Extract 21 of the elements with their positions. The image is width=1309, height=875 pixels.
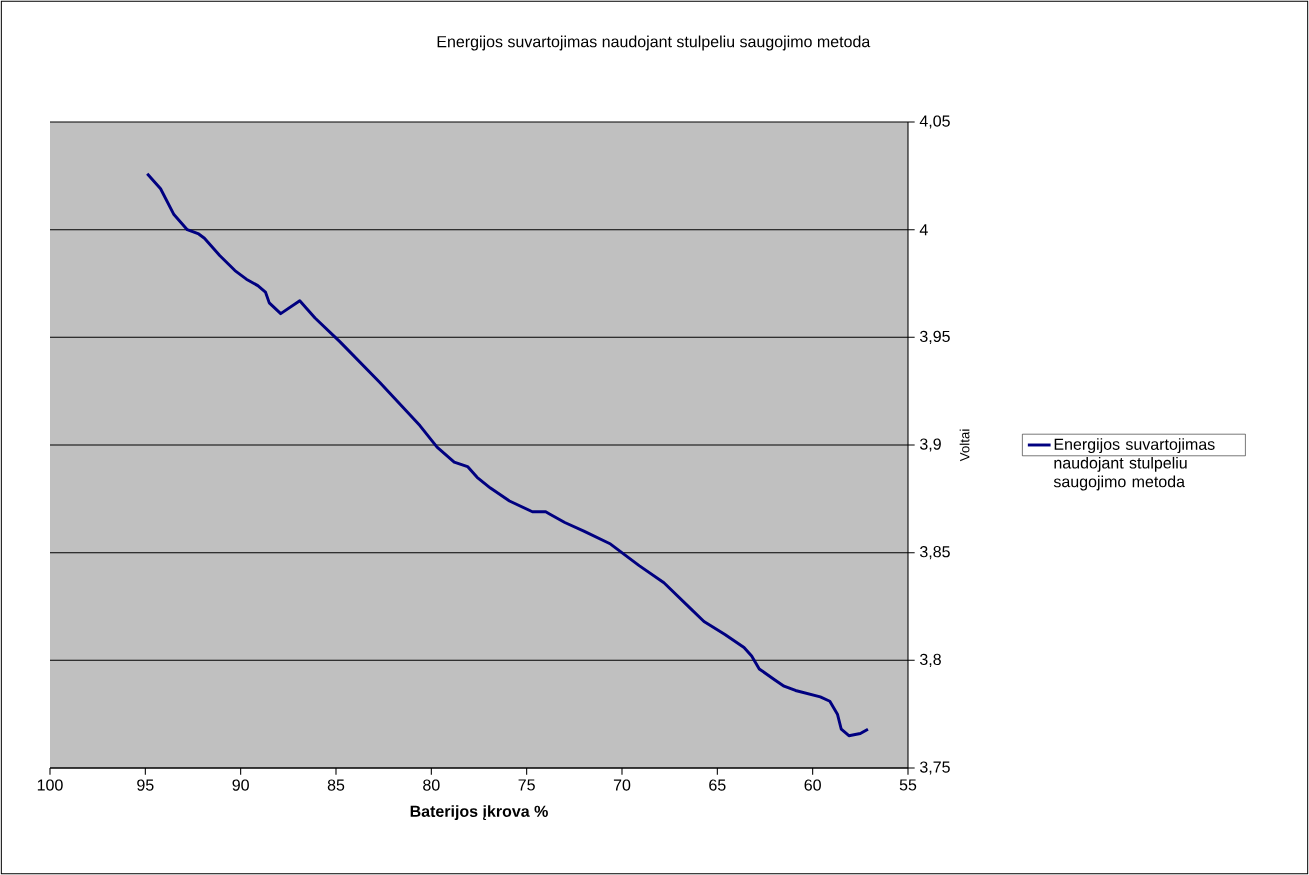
x-tick-label: 65 <box>709 779 726 791</box>
x-axis-title: Baterijos įkrova % <box>410 805 548 821</box>
x-tick-label: 90 <box>232 779 249 791</box>
x-tick-label: 95 <box>137 779 154 791</box>
y-tick-label: 3,95 <box>919 330 950 344</box>
y-tick-label: 3,8 <box>919 653 941 667</box>
y-tick-label: 4 <box>919 224 928 236</box>
x-tick-label: 55 <box>899 779 917 791</box>
x-tick-label: 100 <box>37 779 63 791</box>
y-tick-label: 3,9 <box>919 438 941 452</box>
x-tick-label: 80 <box>423 779 440 791</box>
y-axis-title: Voltai <box>959 429 970 462</box>
x-tick-label: 60 <box>804 779 821 791</box>
x-tick-label: 85 <box>327 779 345 791</box>
legend-label: Energijos suvartojimas naudojant stulpeliu saugojimo metoda <box>1053 438 1215 491</box>
y-tick-label: 3,75 <box>919 761 950 775</box>
chart-title: Energijos suvartojimas naudojant stulpeliu saugojimo metoda <box>437 35 871 51</box>
y-tick-label: 3,85 <box>919 546 950 560</box>
y-tick-label: 4,05 <box>919 115 950 129</box>
x-tick-label: 70 <box>613 779 631 791</box>
x-tick-label: 75 <box>518 779 535 791</box>
